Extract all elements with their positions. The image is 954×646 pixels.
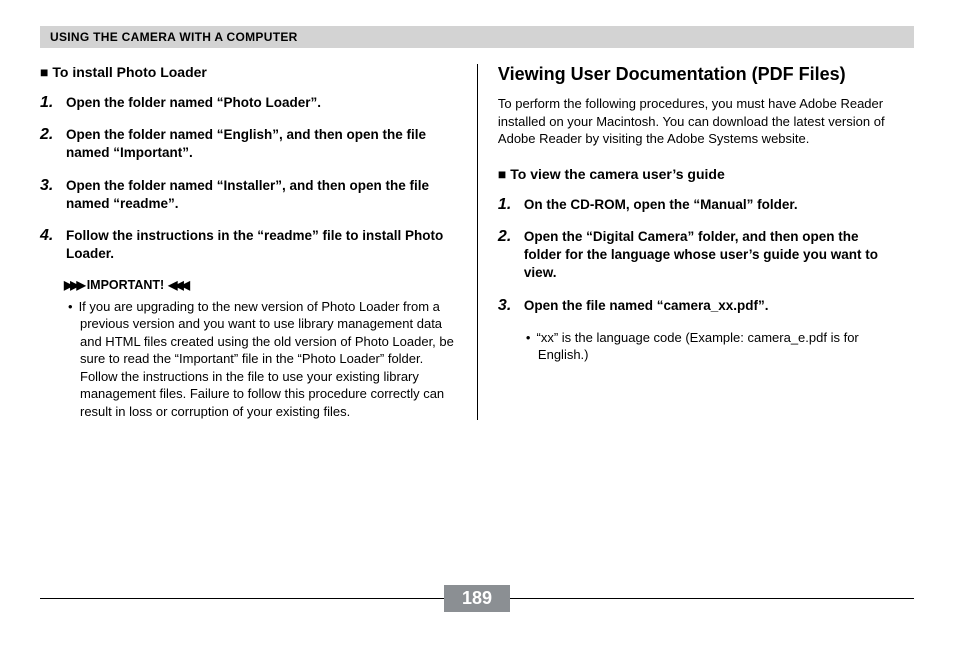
- note-text: “xx” is the language code (Example: came…: [538, 329, 894, 364]
- left-column: ■ To install Photo Loader 1. Open the fo…: [40, 64, 477, 420]
- step-number: 2.: [498, 228, 524, 283]
- important-label: IMPORTANT!: [87, 278, 165, 292]
- step-item: 2. Open the “Digital Camera” folder, and…: [498, 228, 894, 283]
- page-footer: 189: [0, 585, 954, 612]
- step-number: 1.: [498, 196, 524, 214]
- footer-line-right: [510, 598, 914, 599]
- step-item: 1. Open the folder named “Photo Loader”.: [40, 94, 457, 112]
- step-number: 1.: [40, 94, 66, 112]
- step-number: 4.: [40, 227, 66, 263]
- important-heading: ▶▶▶ IMPORTANT! ◀◀◀: [64, 278, 457, 292]
- left-subheading: ■ To install Photo Loader: [40, 64, 457, 80]
- step-text: Open the folder named “English”, and the…: [66, 126, 457, 162]
- step-number: 2.: [40, 126, 66, 162]
- right-intro-text: To perform the following procedures, you…: [498, 95, 894, 148]
- step-number: 3.: [498, 297, 524, 315]
- page-number: 189: [444, 585, 510, 612]
- step-text: On the CD-ROM, open the “Manual” folder.: [524, 196, 798, 214]
- right-subheading: ■ To view the camera user’s guide: [498, 166, 894, 182]
- arrow-left-icon: ◀◀◀: [168, 278, 187, 292]
- right-main-heading: Viewing User Documentation (PDF Files): [498, 64, 894, 85]
- left-subhead-text: To install Photo Loader: [52, 64, 207, 80]
- step-item: 3. Open the folder named “Installer”, an…: [40, 177, 457, 213]
- right-column: Viewing User Documentation (PDF Files) T…: [477, 64, 914, 420]
- step-text: Open the folder named “Installer”, and t…: [66, 177, 457, 213]
- step-item: 2. Open the folder named “English”, and …: [40, 126, 457, 162]
- section-header: USING THE CAMERA WITH A COMPUTER: [40, 26, 914, 48]
- step-item: 1. On the CD-ROM, open the “Manual” fold…: [498, 196, 894, 214]
- right-subhead-text: To view the camera user’s guide: [510, 166, 724, 182]
- content-columns: ■ To install Photo Loader 1. Open the fo…: [40, 64, 914, 420]
- step-item: 4. Follow the instructions in the “readm…: [40, 227, 457, 263]
- step-number: 3.: [40, 177, 66, 213]
- step-item: 3. Open the file named “camera_xx.pdf”.: [498, 297, 894, 315]
- step-text: Open the file named “camera_xx.pdf”.: [524, 297, 769, 315]
- square-bullet-icon: ■: [40, 64, 52, 80]
- step-text: Open the folder named “Photo Loader”.: [66, 94, 321, 112]
- footer-line-left: [40, 598, 444, 599]
- note-list: “xx” is the language code (Example: came…: [538, 329, 894, 364]
- square-bullet-icon: ■: [498, 166, 510, 182]
- important-text: If you are upgrading to the new version …: [80, 298, 457, 421]
- important-list: If you are upgrading to the new version …: [80, 298, 457, 421]
- step-text: Open the “Digital Camera” folder, and th…: [524, 228, 894, 283]
- arrow-right-icon: ▶▶▶: [64, 278, 83, 292]
- step-text: Follow the instructions in the “readme” …: [66, 227, 457, 263]
